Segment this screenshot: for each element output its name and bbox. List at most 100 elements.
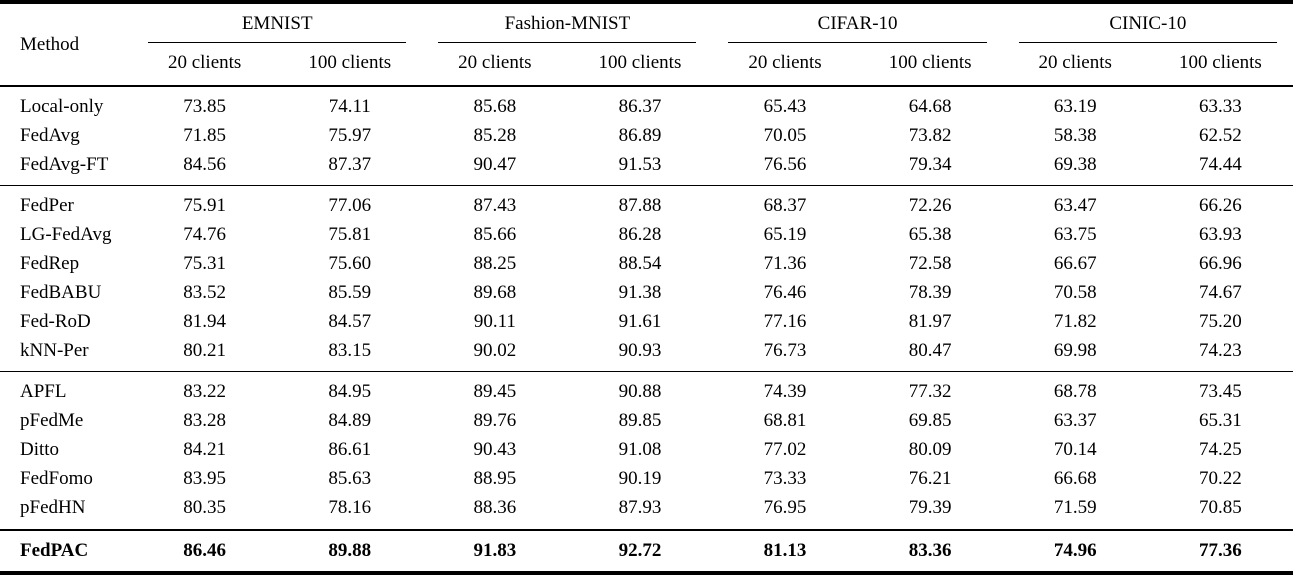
accuracy-value: 69.98 <box>1053 340 1097 362</box>
subcolumn-header: 100 clients <box>1178 52 1262 74</box>
method-group-3: APFL 83.22 84.95 89.45 90.88 74.39 77.32 68.78 7… <box>0 371 1293 530</box>
accuracy-value: 71.59 <box>1053 497 1097 519</box>
method-name: FedPer <box>20 195 74 217</box>
accuracy-value: 90.43 <box>473 439 517 461</box>
accuracy-value: 74.23 <box>1199 340 1242 362</box>
accuracy-value: 80.21 <box>183 340 227 362</box>
accuracy-value: 80.09 <box>908 439 952 461</box>
accuracy-value: 74.44 <box>1199 154 1242 176</box>
accuracy-value: 83.15 <box>328 340 372 362</box>
accuracy-value: 87.93 <box>618 497 662 519</box>
accuracy-value: 78.39 <box>908 282 952 304</box>
table-row: FedRep 75.31 75.60 88.25 88.54 71.36 72.58 66.6… <box>0 250 1293 279</box>
accuracy-value: 78.16 <box>328 497 372 519</box>
table-row: Local-only 73.85 74.11 85.68 86.37 65.43 64.68… <box>0 86 1293 122</box>
accuracy-value: 86.28 <box>618 224 662 246</box>
subcolumn-header-row: 20 clients 100 clients 20 clients 100 clien… <box>0 43 1293 86</box>
accuracy-value: 69.38 <box>1053 154 1097 176</box>
subcolumn-header: 20 clients <box>458 52 532 74</box>
accuracy-value: 86.89 <box>618 125 662 147</box>
method-name: FedFomo <box>20 468 93 490</box>
accuracy-value: 75.91 <box>183 195 227 217</box>
accuracy-value: 84.21 <box>183 439 227 461</box>
table-row: FedAvg 71.85 75.97 85.28 86.89 70.05 73.82 58.3… <box>0 122 1293 151</box>
accuracy-value: 85.28 <box>473 125 517 147</box>
table-row: pFedMe 83.28 84.89 89.76 89.85 68.81 69.85 63.3… <box>0 407 1293 436</box>
accuracy-value: 66.96 <box>1199 253 1242 275</box>
accuracy-value: 79.34 <box>908 154 952 176</box>
accuracy-value: 74.96 <box>1053 539 1097 561</box>
accuracy-value: 89.85 <box>618 410 662 432</box>
accuracy-value: 63.75 <box>1053 224 1097 246</box>
accuracy-value: 71.85 <box>183 125 227 147</box>
accuracy-value: 77.32 <box>908 381 952 403</box>
accuracy-value: 75.97 <box>328 125 372 147</box>
accuracy-value: 91.83 <box>473 539 517 561</box>
accuracy-value: 66.26 <box>1199 195 1242 217</box>
accuracy-value: 81.97 <box>908 311 952 333</box>
method-group-2: FedPer 75.91 77.06 87.43 87.88 68.37 72.26 63.4… <box>0 185 1293 372</box>
accuracy-value: 90.11 <box>473 311 516 333</box>
accuracy-value: 74.11 <box>328 96 371 118</box>
subcolumn-header: 20 clients <box>748 52 822 74</box>
accuracy-value: 63.37 <box>1053 410 1097 432</box>
accuracy-value: 84.89 <box>328 410 372 432</box>
accuracy-value: 86.61 <box>328 439 372 461</box>
accuracy-value: 65.43 <box>763 96 807 118</box>
method-name: FedAvg <box>20 125 80 147</box>
method-name: FedRep <box>20 253 80 275</box>
method-name: FedBABU <box>20 282 102 304</box>
accuracy-value: 63.47 <box>1053 195 1097 217</box>
accuracy-value: 77.16 <box>763 311 807 333</box>
accuracy-value: 75.60 <box>328 253 372 275</box>
accuracy-value: 90.02 <box>473 340 517 362</box>
table-row: FedBABU 83.52 85.59 89.68 91.38 76.46 78.39 70.… <box>0 279 1293 308</box>
subcolumn-header: 20 clients <box>167 52 242 74</box>
method-name: Fed-RoD <box>20 311 91 333</box>
accuracy-value: 91.53 <box>618 154 662 176</box>
accuracy-value: 73.82 <box>908 125 952 147</box>
dataset-label: Fashion-MNIST <box>438 13 697 44</box>
table-row: FedPAC 86.46 89.88 91.83 92.72 81.13 83.36 74.9… <box>0 530 1293 573</box>
accuracy-value: 88.36 <box>473 497 517 519</box>
accuracy-value: 81.13 <box>763 539 807 561</box>
accuracy-value: 80.47 <box>908 340 952 362</box>
accuracy-value: 84.57 <box>328 311 372 333</box>
accuracy-value: 91.08 <box>618 439 662 461</box>
method-name: APFL <box>20 381 67 403</box>
accuracy-value: 65.38 <box>908 224 952 246</box>
method-name: kNN-Per <box>20 340 89 362</box>
accuracy-value: 68.78 <box>1053 381 1097 403</box>
accuracy-value: 70.22 <box>1199 468 1242 490</box>
method-name: Local-only <box>20 96 104 118</box>
accuracy-value: 64.68 <box>908 96 952 118</box>
accuracy-value: 77.06 <box>328 195 372 217</box>
subcolumn-header: 100 clients <box>888 52 972 74</box>
accuracy-value: 89.45 <box>473 381 517 403</box>
accuracy-value: 68.37 <box>763 195 807 217</box>
accuracy-value: 90.93 <box>618 340 662 362</box>
accuracy-value: 58.38 <box>1053 125 1097 147</box>
accuracy-value: 74.76 <box>183 224 227 246</box>
accuracy-value: 89.76 <box>473 410 517 432</box>
accuracy-value: 87.37 <box>328 154 372 176</box>
method-column-header: Method <box>20 33 80 55</box>
accuracy-value: 83.22 <box>183 381 227 403</box>
table-row: APFL 83.22 84.95 89.45 90.88 74.39 77.32 68.78 7… <box>0 372 1293 407</box>
accuracy-value: 74.25 <box>1199 439 1242 461</box>
method-name: pFedHN <box>20 497 86 519</box>
accuracy-value: 74.67 <box>1199 282 1242 304</box>
accuracy-value: 90.88 <box>618 381 662 403</box>
accuracy-value: 76.95 <box>763 497 807 519</box>
method-name: Ditto <box>20 439 60 461</box>
table-row: Fed-RoD 81.94 84.57 90.11 91.61 77.16 81.97 71.… <box>0 308 1293 337</box>
accuracy-value: 80.35 <box>183 497 227 519</box>
dataset-header-cinic-10: CINIC-10 <box>1003 2 1293 44</box>
accuracy-value: 75.81 <box>328 224 372 246</box>
table-header: Method EMNIST Fashion-MNIST CIFAR-10 CINIC-… <box>0 2 1293 87</box>
accuracy-value: 87.88 <box>618 195 662 217</box>
accuracy-value: 63.93 <box>1199 224 1242 246</box>
accuracy-value: 68.81 <box>763 410 807 432</box>
accuracy-value: 73.45 <box>1199 381 1242 403</box>
